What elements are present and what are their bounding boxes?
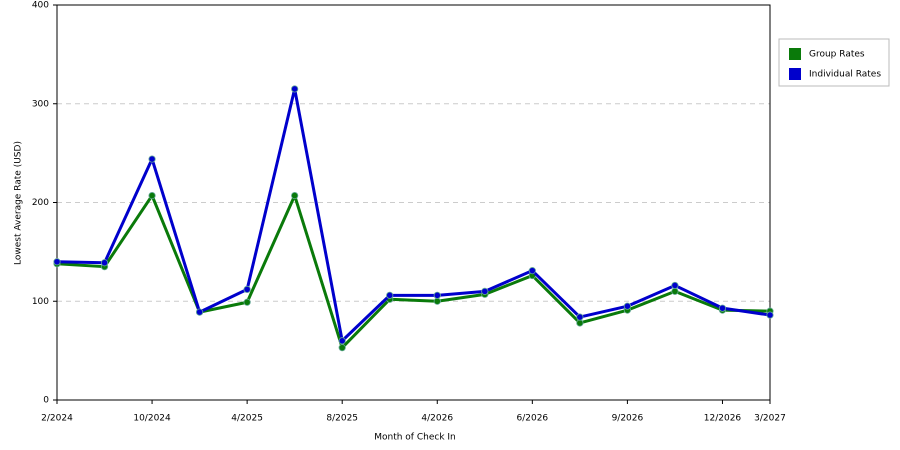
point — [671, 287, 679, 295]
point — [100, 259, 109, 267]
x-axis-label: Month of Check In — [374, 433, 456, 443]
point — [671, 281, 679, 290]
point — [148, 155, 156, 163]
x-tick-label: 9/2026 — [612, 414, 644, 424]
point — [243, 285, 251, 293]
y-axis-label: Lowest Average Rate (USD) — [14, 141, 24, 265]
y-tick-label: 200 — [32, 198, 49, 208]
x-tick-label: 2/2024 — [41, 414, 73, 424]
point — [576, 319, 584, 327]
legend-swatch — [789, 68, 801, 80]
legend-label: Individual Rates — [809, 70, 881, 80]
point — [481, 287, 489, 295]
point — [766, 311, 774, 319]
y-tick-label: 400 — [32, 1, 49, 11]
x-tick-label: 4/2025 — [231, 414, 263, 424]
point — [338, 344, 346, 352]
x-tick-label: 10/2024 — [133, 414, 171, 424]
point — [53, 258, 61, 266]
point — [148, 191, 156, 200]
y-tick-label: 100 — [32, 297, 49, 307]
point — [291, 85, 299, 93]
series-line — [56, 87, 771, 343]
y-tick-label: 0 — [43, 396, 49, 406]
series-line — [56, 194, 771, 350]
y-tick-label: 300 — [32, 99, 49, 109]
point — [433, 291, 441, 299]
point — [718, 304, 727, 312]
x-tick-label: 6/2026 — [516, 414, 548, 424]
point — [338, 337, 346, 345]
point — [291, 191, 299, 200]
point — [433, 297, 441, 305]
point — [528, 267, 536, 275]
x-tick-label: 8/2025 — [326, 414, 358, 424]
plot-frame — [56, 4, 771, 401]
legend-label: Group Rates — [809, 50, 865, 60]
x-tick-label: 4/2026 — [421, 414, 453, 424]
x-tick-label: 3/2027 — [754, 414, 786, 424]
point — [196, 308, 204, 316]
point — [243, 298, 251, 306]
point — [623, 302, 632, 310]
legend-swatch — [789, 48, 801, 60]
x-tick-label: 12/2026 — [704, 414, 742, 424]
point — [576, 313, 584, 321]
point — [386, 291, 394, 299]
